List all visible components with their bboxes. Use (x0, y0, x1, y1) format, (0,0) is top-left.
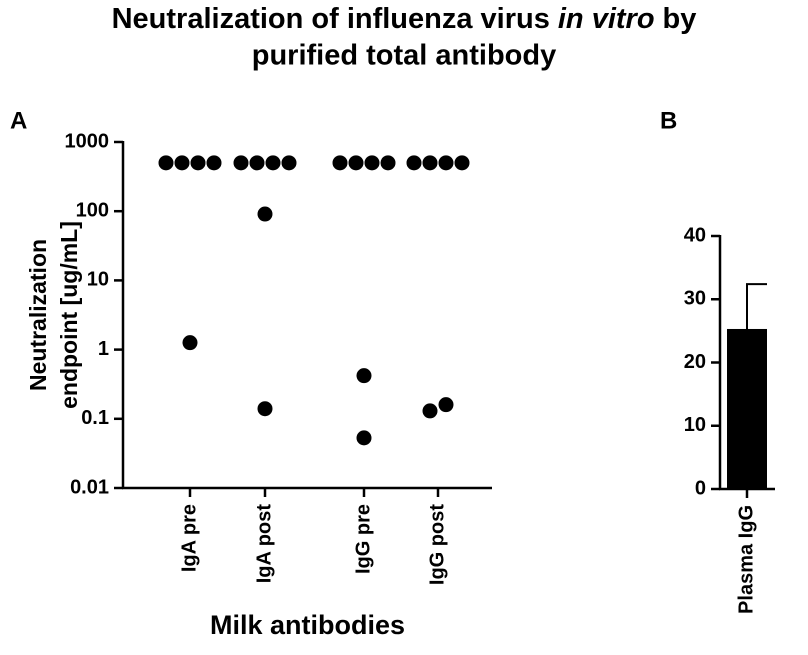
x-tick-label: IgG post (426, 504, 448, 585)
data-point (281, 155, 297, 171)
figure-title: Neutralization of influenza virus in vitr… (112, 3, 697, 35)
data-point (158, 155, 174, 171)
y-tick-label: 20 (684, 351, 706, 373)
y-tick-label: 30 (684, 288, 706, 310)
data-point (190, 155, 206, 171)
x-axis-label: Milk antibodies (210, 610, 405, 640)
y-tick-label: 10 (87, 269, 109, 291)
data-point (422, 155, 438, 171)
figure-title: purified total antibody (252, 40, 557, 72)
data-point (257, 206, 273, 222)
data-point (348, 155, 364, 171)
y-tick-label: 1 (98, 338, 109, 360)
y-tick-label: 0.1 (81, 407, 109, 429)
title-italic: in vitro (558, 3, 655, 35)
data-point (438, 397, 454, 413)
data-point (182, 335, 198, 351)
x-tick-label: Plasma IgG (735, 505, 757, 614)
x-tick-label: IgG pre (352, 504, 374, 574)
data-point (364, 155, 380, 171)
data-point (356, 368, 372, 384)
y-tick-label: 100 (76, 199, 109, 221)
y-tick-label: 0 (695, 477, 706, 499)
data-point (406, 155, 422, 171)
data-point (422, 403, 438, 419)
y-tick-label: 1000 (65, 130, 110, 152)
error-bar (746, 283, 767, 329)
title-part: by (663, 3, 697, 35)
data-point (174, 155, 190, 171)
data-point (332, 155, 348, 171)
data-point (249, 155, 265, 171)
data-point (233, 155, 249, 171)
y-tick-label: 40 (684, 224, 706, 246)
y-tick-label: 0.01 (70, 476, 109, 498)
title-part: Neutralization of influenza virus (112, 3, 550, 35)
y-axis-label: Neutralization (25, 239, 51, 391)
data-point (454, 155, 470, 171)
data-point (380, 155, 396, 171)
x-tick-label: IgA pre (178, 504, 200, 572)
data-point (257, 401, 273, 417)
data-point (356, 430, 372, 446)
data-point (438, 155, 454, 171)
panel-label: B (660, 107, 677, 134)
y-axis-label: endpoint [ug/mL] (56, 221, 82, 409)
x-tick-label: IgA post (253, 504, 275, 584)
panel-label: A (10, 107, 27, 134)
y-tick-label: 10 (684, 414, 706, 436)
bar (727, 328, 767, 489)
data-point (265, 155, 281, 171)
data-point (206, 155, 222, 171)
